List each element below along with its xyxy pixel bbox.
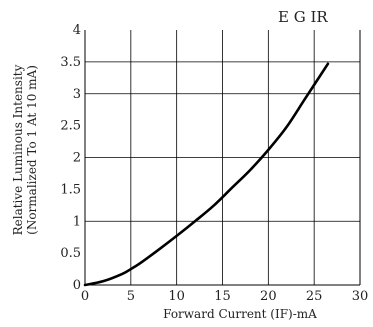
- x-tick-label: 15: [214, 289, 231, 304]
- y-tick-label: 3: [73, 87, 81, 102]
- y-tick-label: 2.5: [60, 119, 81, 134]
- y-tick-labels: 0 0.5 1 1.5 2 2.5 3 3.5 4: [60, 23, 81, 293]
- y-tick-label: 3.5: [60, 55, 81, 70]
- y-axis-label-line-2: (Normalized To 1 At 10 mA): [25, 65, 39, 235]
- y-tick-label: 1: [73, 214, 81, 229]
- x-axis-label: Forward Current (IF)-mA: [163, 307, 317, 321]
- y-tick-label: 0: [73, 278, 81, 293]
- grid-lines: [85, 30, 360, 285]
- x-tick-label: 20: [260, 289, 277, 304]
- y-tick-label: 0.5: [60, 246, 81, 261]
- y-tick-label: 2: [73, 151, 81, 166]
- x-tick-label: 30: [352, 289, 369, 304]
- x-tick-label: 5: [127, 289, 135, 304]
- x-tick-label: 25: [306, 289, 323, 304]
- brand-label: E G IR: [278, 8, 328, 26]
- y-axis-label-line-1: Relative Luminous Intensity: [11, 64, 25, 235]
- y-axis-label: Relative Luminous Intensity (Normalized …: [11, 64, 39, 235]
- data-series: [83, 62, 330, 287]
- y-tick-label: 1.5: [60, 182, 81, 197]
- y-tick-label: 4: [73, 23, 81, 38]
- plot-frame: [84, 30, 361, 286]
- x-tick-label: 0: [81, 289, 89, 304]
- x-tick-labels: 0 5 10 15 20 25 30: [81, 289, 368, 304]
- series-line: [83, 62, 330, 287]
- x-tick-label: 10: [168, 289, 185, 304]
